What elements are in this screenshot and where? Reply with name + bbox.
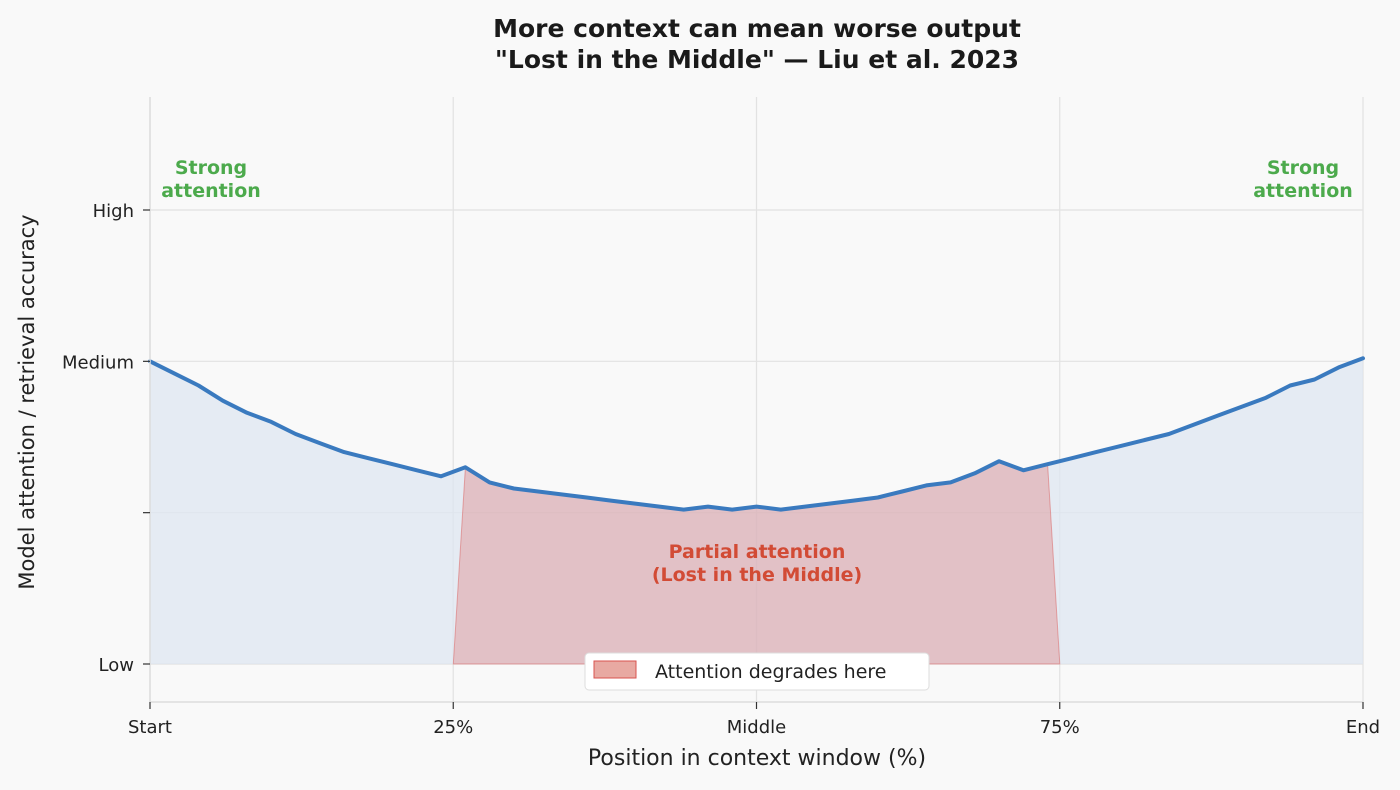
area-under-curve (150, 358, 1363, 664)
area-fill (150, 358, 1363, 664)
attention-line (148, 356, 1365, 512)
legend: Attention degrades here (584, 652, 930, 691)
annotation-strong-right-line1: Strong (1267, 157, 1339, 179)
annotation-partial: Partial attention (Lost in the Middle) (652, 541, 862, 586)
annotation-partial-line1: Partial attention (669, 541, 846, 563)
annotation-partial-line2: (Lost in the Middle) (652, 564, 862, 586)
y-tick-label: Low (99, 655, 134, 676)
annotation-strong-left: Strong attention (161, 157, 261, 202)
x-tick-label: End (1346, 717, 1380, 738)
series-layer (148, 356, 1365, 512)
x-tick-label: 75% (1040, 717, 1080, 738)
legend-box (584, 652, 930, 691)
chart-subtitle: "Lost in the Middle" — Liu et al. 2023 (495, 45, 1019, 74)
x-tick-label: 25% (433, 717, 473, 738)
annotation-strong-right: Strong attention (1253, 157, 1353, 202)
annotation-strong-right-line2: attention (1253, 180, 1353, 202)
legend-swatch (593, 660, 637, 679)
y-tick-label: Medium (62, 352, 134, 373)
annotation-strong-left-line2: attention (161, 180, 261, 202)
x-tick-label: Start (128, 717, 172, 738)
axes: Start 25% Middle 75% End Low Medium High (62, 97, 1380, 738)
legend-label: Attention degrades here (655, 661, 887, 683)
x-axis-label: Position in context window (%) (588, 746, 926, 771)
x-tick-label: Middle (727, 717, 786, 738)
y-axis-label: Model attention / retrieval accuracy (15, 214, 39, 589)
chart-title: More context can mean worse output (493, 14, 1021, 43)
annotation-strong-left-line1: Strong (175, 157, 247, 179)
y-tick-label: High (93, 201, 134, 222)
